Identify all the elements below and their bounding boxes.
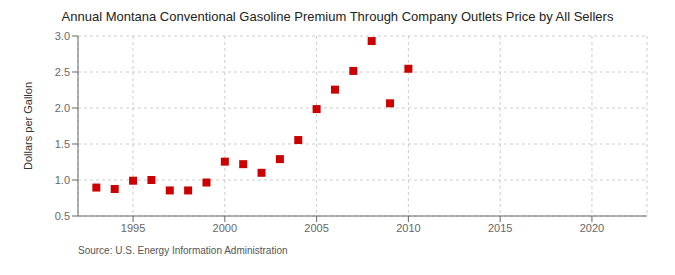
svg-text:1995: 1995 — [121, 222, 145, 234]
svg-text:Dollars per Gallon: Dollars per Gallon — [22, 82, 34, 170]
svg-text:3.0: 3.0 — [55, 30, 70, 42]
svg-text:0.5: 0.5 — [55, 210, 70, 222]
svg-text:1.5: 1.5 — [55, 138, 70, 150]
svg-text:2000: 2000 — [213, 222, 237, 234]
svg-text:2015: 2015 — [488, 222, 512, 234]
svg-text:1.0: 1.0 — [55, 174, 70, 186]
html-text:Source: U.S. Energy Informatio: Source: U.S. Energy Information Administ… — [78, 245, 288, 256]
svg-text:2.0: 2.0 — [55, 102, 70, 114]
svg-text:2020: 2020 — [580, 222, 604, 234]
html-text:Annual Montana Conventional Ga: Annual Montana Conventional Gasoline Pre… — [61, 9, 614, 24]
svg-text:2010: 2010 — [396, 222, 420, 234]
svg-text:2.5: 2.5 — [55, 66, 70, 78]
svg-text:2005: 2005 — [304, 222, 328, 234]
